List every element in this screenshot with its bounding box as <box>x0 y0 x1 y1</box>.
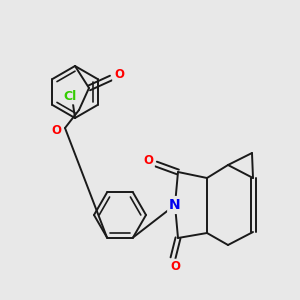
Text: O: O <box>51 124 61 137</box>
Text: Cl: Cl <box>63 89 76 103</box>
Text: N: N <box>169 198 181 212</box>
Text: O: O <box>114 68 124 82</box>
Text: O: O <box>170 260 180 274</box>
Text: O: O <box>143 154 153 167</box>
